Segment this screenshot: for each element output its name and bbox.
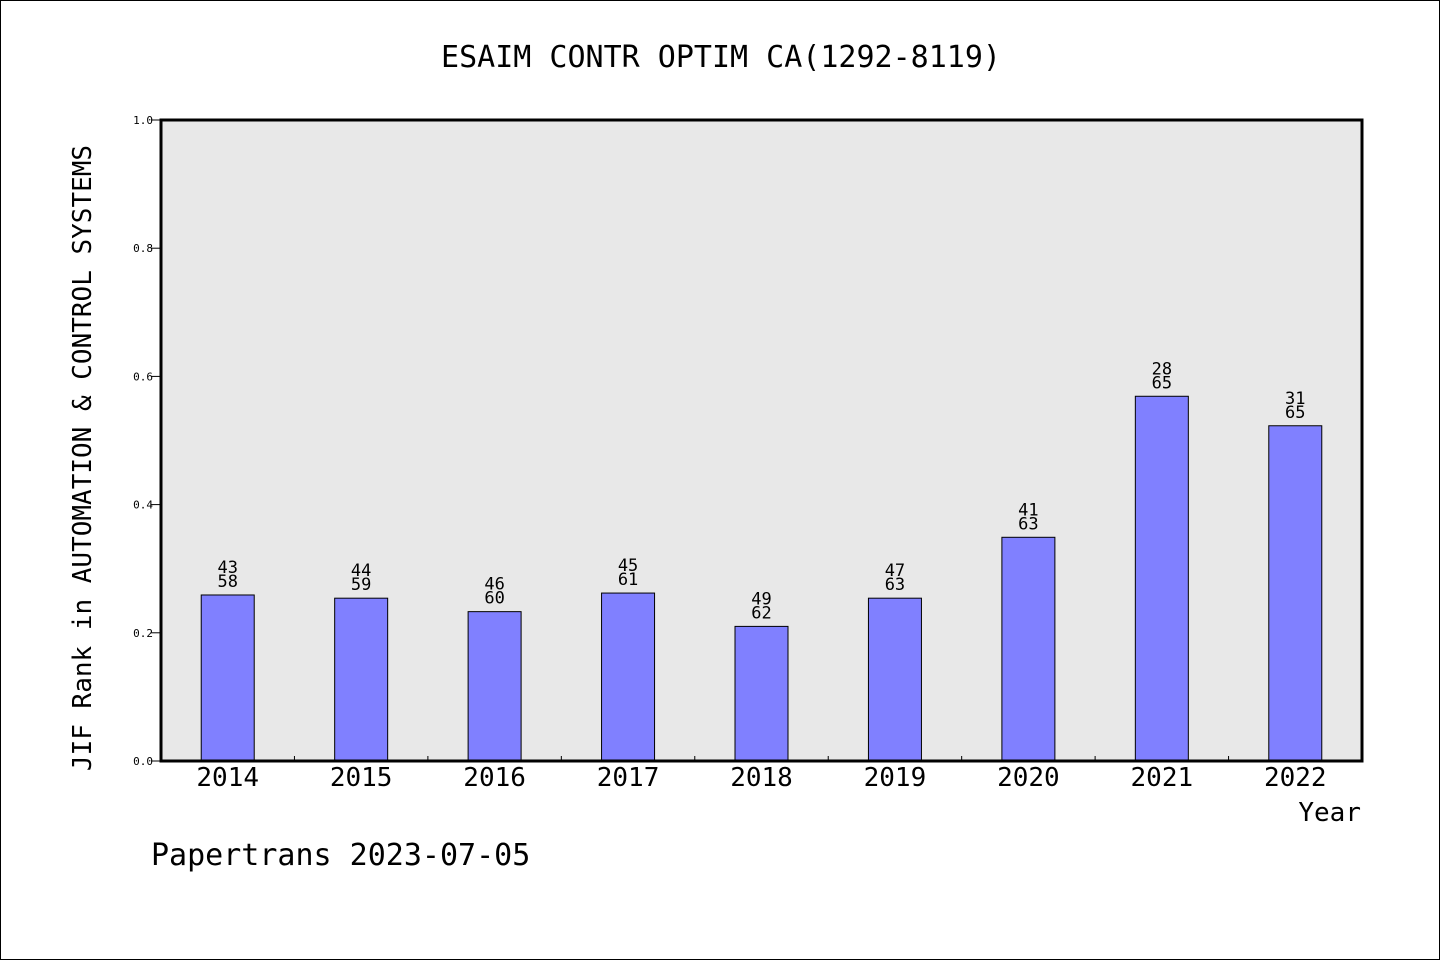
bar-total-label: 58 [217,572,237,592]
bar-2019 [867,597,922,762]
bar-rank-label: 31 [1285,389,1305,409]
bar-2018 [734,625,789,762]
y-tick-label: 0.8 [133,242,153,255]
bar-2015 [334,597,389,762]
bar-total-label: 60 [484,589,504,609]
x-tick-label: 2015 [330,763,393,793]
y-tick-label: 0.0 [133,755,153,768]
y-tick-label: 0.6 [133,370,153,383]
x-axis-label: Year [1298,798,1361,828]
x-tick-label: 2022 [1264,763,1327,793]
x-tick-label: 2017 [597,763,660,793]
bar-total-label: 65 [1285,403,1305,423]
bar-rank-label: 28 [1152,359,1172,379]
x-tick-label: 2016 [463,763,526,793]
y-tick-label: 1.0 [133,114,153,127]
x-tick-label: 2014 [196,763,259,793]
bar-2017 [601,592,656,762]
bar-2022 [1268,425,1323,762]
bar-rank-label: 45 [618,556,638,576]
y-axis: 0.0 0.2 0.4 0.6 0.8 1.0 [133,114,161,768]
bar-total-label: 65 [1152,373,1172,393]
x-tick-label: 2019 [864,763,927,793]
bar-2021 [1134,395,1189,762]
bar-rank-label: 46 [484,575,504,595]
y-axis-label: JIF Rank in AUTOMATION & CONTROL SYSTEMS [68,145,98,771]
bar-rank-label: 43 [217,558,237,578]
y-tick-label: 0.4 [133,499,153,512]
bar-total-label: 61 [618,570,638,590]
bar-total-label: 63 [885,575,905,595]
plot-frame [159,118,1364,763]
bar-rank-label: 47 [885,561,905,581]
chart-title: ESAIM CONTR OPTIM CA(1292-8119) [441,40,1001,75]
bar-2020 [1001,536,1056,762]
footer-text: Papertrans 2023-07-05 [151,838,530,873]
x-axis: 2014 2015 2016 2017 2018 2019 2020 2021 2022 [196,756,1327,793]
bar-rank-label: 44 [351,561,371,581]
bar-total-label: 59 [351,575,371,595]
bar-total-label: 63 [1018,514,1038,534]
bars-group [200,395,1323,762]
y-tick-label: 0.2 [133,627,153,640]
bar-2016 [467,611,522,762]
bar-rank-label: 49 [751,589,771,609]
bar-2014 [200,594,255,762]
x-tick-label: 2021 [1131,763,1194,793]
bar-total-label: 62 [751,603,771,623]
x-tick-label: 2020 [997,763,1060,793]
x-tick-label: 2018 [730,763,793,793]
bar-rank-label: 41 [1018,500,1038,520]
